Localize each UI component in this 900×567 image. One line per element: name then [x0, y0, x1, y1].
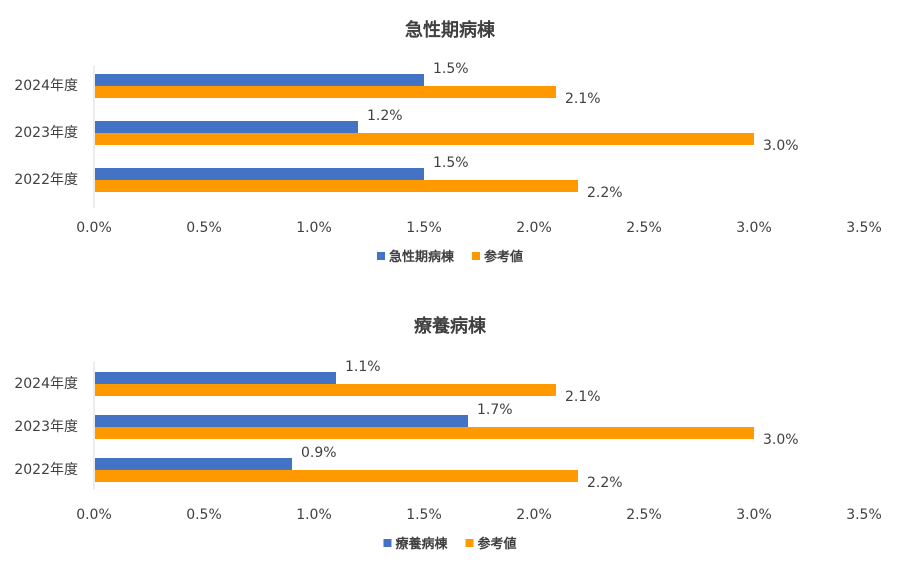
chart-acute-ward: 急性期病棟 1.5%2.1%1.2%3.0%1.5%2.2% 2024年度202… [14, 19, 881, 265]
x-tick-label: 1.5% [406, 507, 442, 523]
legend-label: 参考値 [478, 536, 517, 552]
x-tick-label: 2.0% [516, 507, 552, 523]
data-label: 3.0% [763, 138, 799, 154]
category-labels-recuperation: 2024年度 2023年度 2022年度 [14, 376, 78, 478]
chart-recuperation-ward: 療養病棟 1.1% 2.1% 1.7% 3.0% 0.9% 2.2% 2024年度 2023… [14, 315, 881, 552]
data-label: 2.2% [587, 185, 623, 201]
data-label: 2.2% [587, 475, 623, 491]
data-label: 1.5% [433, 155, 469, 171]
data-label: 1.7% [477, 402, 513, 418]
category-label: 2024年度 [14, 78, 78, 94]
legend-swatch [383, 539, 392, 547]
data-label: 2.1% [565, 91, 601, 107]
bars-acute: 1.5% 2.1% 1.2% 3.0% 1.5% 2.2% [95, 61, 799, 201]
chart-title-recuperation: 療養病棟 [414, 315, 487, 337]
bar-recuperation-reference [95, 384, 556, 396]
x-tick-label: 0.5% [186, 507, 222, 523]
x-tick-label: 1.0% [296, 220, 332, 236]
category-label: 2024年度 [14, 376, 78, 392]
legend-label: 療養病棟 [395, 536, 448, 552]
legend-swatch [465, 539, 474, 547]
chart-title-acute: 急性期病棟 [405, 19, 496, 41]
x-tick-label: 0.0% [76, 220, 112, 236]
x-tick-label: 1.0% [296, 507, 332, 523]
bar-recuperation-reference [95, 470, 578, 482]
legend-swatch [472, 252, 480, 260]
bar-acute-reference [95, 133, 754, 145]
bar-acute-ward [95, 121, 358, 133]
bars-recuperation: 1.1% 2.1% 1.7% 3.0% 0.9% 2.2% [95, 359, 799, 491]
category-labels-acute: 2024年度 2023年度 2022年度 [14, 78, 78, 188]
x-tick-label: 3.0% [736, 507, 772, 523]
bar-acute-ward [95, 168, 424, 180]
legend-label: 参考値 [484, 249, 523, 265]
category-label: 2022年度 [14, 462, 78, 478]
x-tick-label: 0.0% [76, 507, 112, 523]
x-tick-labels-recuperation: 0.0% 0.5% 1.0% 1.5% 2.0% 2.5% 3.0% 3.5% [76, 507, 882, 523]
x-tick-label: 3.0% [736, 220, 772, 236]
bar-recuperation-ward [95, 372, 336, 384]
legend-swatch [376, 252, 385, 260]
data-label: 3.0% [763, 432, 799, 448]
x-tick-labels-acute: 0.0% 0.5% 1.0% 1.5% 2.0% 2.5% 3.0% 3.5% [76, 220, 882, 236]
category-label: 2023年度 [14, 125, 78, 141]
x-tick-label: 1.5% [406, 220, 442, 236]
data-label: 1.5% [433, 61, 469, 77]
data-label: 2.1% [565, 389, 601, 405]
data-label: 1.1% [345, 359, 381, 375]
x-tick-label: 3.5% [846, 507, 882, 523]
x-tick-label: 2.5% [626, 507, 662, 523]
bar-recuperation-reference [95, 427, 754, 439]
bar-acute-reference [95, 86, 556, 98]
bar-recuperation-ward [95, 458, 292, 470]
category-label: 2022年度 [14, 172, 78, 188]
data-label: 0.9% [301, 445, 337, 461]
legend-label: 急性期病棟 [389, 249, 455, 265]
legend-acute: 急性期病棟 参考値 [376, 249, 523, 265]
data-label: 1.2% [367, 108, 403, 124]
legend-recuperation: 療養病棟 参考値 [383, 536, 517, 552]
x-tick-label: 2.0% [516, 220, 552, 236]
x-tick-label: 0.5% [186, 220, 222, 236]
bar-recuperation-ward [95, 415, 468, 427]
bar-acute-reference [95, 180, 578, 192]
x-tick-label: 3.5% [846, 220, 882, 236]
bar-acute-ward [95, 74, 424, 86]
x-tick-label: 2.5% [626, 220, 662, 236]
category-label: 2023年度 [14, 419, 78, 435]
